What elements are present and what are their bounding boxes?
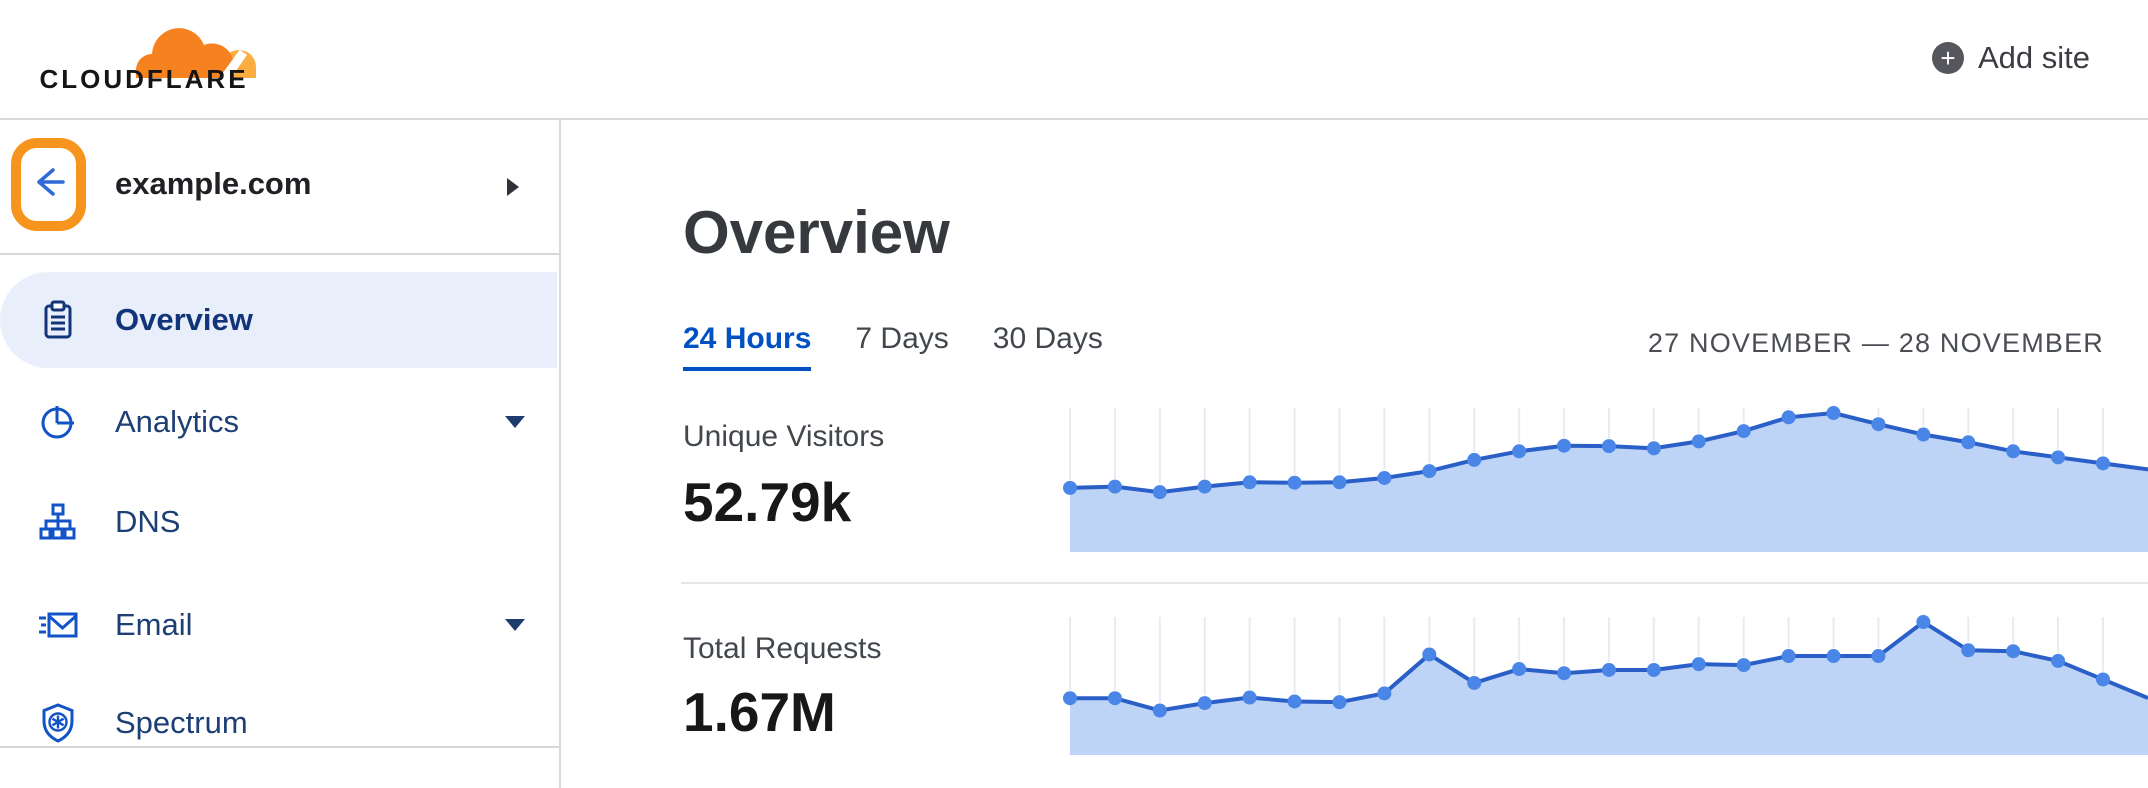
- metric-value-unique-visitors: 52.79k: [683, 471, 852, 533]
- metric-label-total-requests: Total Requests: [683, 632, 882, 665]
- total-requests-sparkline[interactable]: [1062, 602, 2148, 760]
- tutorial-highlight-box: [11, 138, 86, 231]
- sidebar-item-label: Overview: [115, 302, 253, 337]
- metric-value-total-requests: 1.67M: [683, 681, 836, 743]
- envelope-icon: [38, 605, 78, 645]
- sidebar-divider: [0, 746, 559, 748]
- site-name[interactable]: example.com: [115, 166, 312, 201]
- time-range-tabs: 24 Hours 7 Days 30 Days: [683, 322, 1103, 371]
- sitemap-icon: [38, 502, 78, 542]
- tab-7-days[interactable]: 7 Days: [855, 322, 949, 355]
- clipboard-icon: [38, 300, 78, 340]
- page-title: Overview: [683, 199, 950, 266]
- arrow-left-icon: [37, 168, 65, 196]
- cloudflare-wordmark: CLOUDFLARE: [39, 64, 249, 94]
- sidebar-item-label: Analytics: [115, 404, 240, 439]
- sidebar-item-overview[interactable]: Overview: [0, 272, 557, 368]
- sidebar-item-email[interactable]: Email: [0, 595, 557, 655]
- sidebar-divider: [0, 253, 559, 255]
- site-switcher-row: example.com: [0, 120, 559, 253]
- add-site-label: Add site: [1977, 40, 2090, 75]
- chevron-down-icon[interactable]: [505, 619, 525, 631]
- cloudflare-logo[interactable]: CLOUDFLARE: [26, 6, 266, 106]
- date-range-label: 27 NOVEMBER — 28 NOVEMBER: [1647, 328, 2104, 358]
- sidebar-item-spectrum[interactable]: Spectrum: [0, 693, 557, 753]
- cloudflare-cloud-icon: [136, 28, 256, 79]
- pie-chart-icon: [38, 402, 78, 442]
- metric-label-unique-visitors: Unique Visitors: [683, 420, 885, 453]
- sidebar-item-dns[interactable]: DNS: [0, 492, 557, 552]
- tab-24-hours[interactable]: 24 Hours: [683, 322, 812, 371]
- unique-visitors-sparkline[interactable]: [1062, 385, 2148, 555]
- sidebar-item-label: DNS: [115, 504, 181, 539]
- sidebar: example.com Overview Analytics: [0, 120, 561, 788]
- main-content: Overview 24 Hours 7 Days 30 Days 27 NOVE…: [561, 120, 2148, 788]
- sidebar-item-analytics[interactable]: Analytics: [0, 392, 557, 452]
- back-arrow-button[interactable]: [24, 152, 74, 212]
- section-divider: [681, 582, 2148, 584]
- sidebar-item-label: Spectrum: [115, 705, 248, 740]
- chevron-right-icon[interactable]: [507, 178, 519, 196]
- chevron-down-icon[interactable]: [505, 416, 525, 428]
- add-site-button[interactable]: + Add site: [1931, 36, 2090, 80]
- shield-icon: [38, 703, 78, 743]
- top-header: CLOUDFLARE + Add site: [0, 0, 2148, 120]
- sidebar-item-label: Email: [115, 607, 193, 642]
- tab-30-days[interactable]: 30 Days: [992, 322, 1103, 355]
- plus-icon: +: [1931, 42, 1964, 74]
